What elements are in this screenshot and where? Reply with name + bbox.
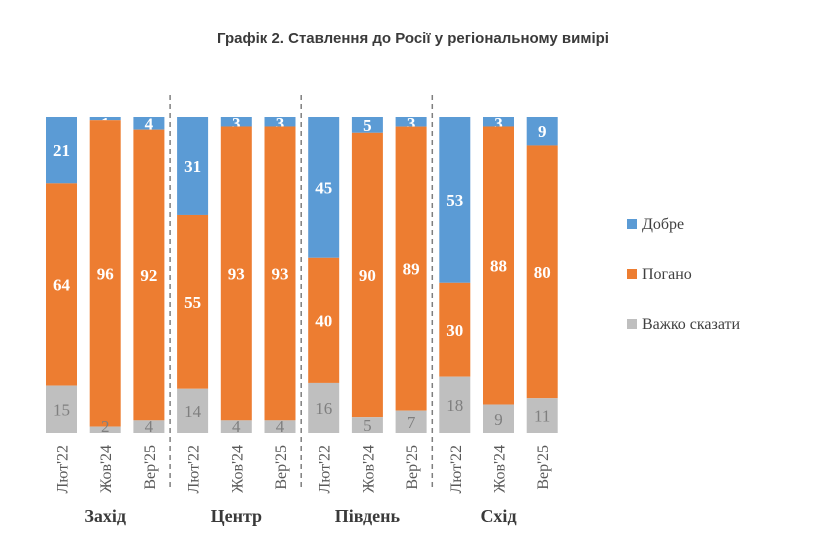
group-label: Захід: [84, 506, 126, 526]
data-label: 16: [315, 399, 332, 418]
x-tick-label: Вер'25: [142, 445, 159, 490]
x-tick-label: Вер'25: [273, 445, 290, 490]
bar-segment: [439, 282, 471, 377]
bar-segment: [439, 376, 471, 433]
bar-segment: [395, 117, 427, 127]
data-label: 30: [446, 321, 463, 340]
x-tick-label: Вер'25: [404, 445, 421, 490]
data-label: 18: [446, 396, 463, 415]
bar-segment: [395, 126, 427, 411]
bar-segment: [177, 388, 209, 433]
legend-label: Добре: [642, 216, 684, 233]
data-label: 2: [101, 417, 110, 436]
data-label: 4: [276, 417, 285, 436]
data-label: 15: [53, 400, 70, 419]
chart-title: Графік 2. Ставлення до Росії у регіональ…: [217, 30, 609, 47]
group-label: Центр: [211, 506, 262, 526]
group-label: Південь: [335, 506, 401, 526]
bar-segment: [308, 117, 340, 258]
bar-segment: [220, 117, 252, 127]
bar-segment: [483, 404, 514, 433]
x-tick-label: Лют'22: [55, 445, 72, 493]
bar-segment: [483, 117, 514, 127]
legend-swatch: [627, 219, 637, 229]
bar-segment: [89, 117, 121, 121]
bar-segment: [439, 117, 471, 283]
legend-swatch: [627, 269, 637, 279]
bar-segment: [133, 117, 165, 130]
bar-segment: [177, 214, 209, 389]
data-label: 92: [140, 266, 157, 285]
data-label: 9: [494, 410, 503, 429]
data-label: 7: [407, 413, 416, 432]
bar-segment: [308, 382, 340, 433]
bar-segment: [526, 117, 558, 146]
bar-segment: [89, 120, 121, 427]
x-tick-label: Жов'24: [360, 445, 377, 493]
legend-swatch: [627, 319, 637, 329]
data-label: 40: [315, 311, 332, 330]
data-label: 53: [446, 191, 463, 210]
bar-segment: [308, 257, 340, 383]
data-label: 55: [184, 293, 201, 312]
bar-segment: [133, 129, 165, 421]
bar-segment: [264, 117, 296, 127]
bar-segment: [351, 132, 383, 418]
data-label: 4: [145, 114, 154, 133]
bar-segment: [483, 126, 514, 405]
x-tick-label: Вер'25: [535, 445, 552, 490]
bar-segment: [46, 385, 77, 433]
data-label: 4: [232, 417, 241, 436]
bar-segment: [526, 398, 558, 433]
data-label: 3: [407, 114, 416, 133]
x-tick-label: Лют'22: [448, 445, 465, 493]
legend-label: Важко сказати: [642, 316, 741, 333]
data-label: 3: [276, 114, 285, 133]
data-label: 31: [184, 157, 201, 176]
group-label: Схід: [480, 506, 516, 526]
bar-segment: [46, 183, 77, 386]
bar-segment: [89, 426, 121, 433]
data-label: 96: [97, 264, 114, 283]
data-label: 21: [53, 141, 70, 160]
x-tick-label: Жов'24: [229, 445, 246, 493]
bar-segment: [177, 117, 209, 215]
data-label: 80: [534, 263, 551, 282]
data-label: 3: [494, 114, 503, 133]
data-label: 14: [184, 402, 202, 421]
bar-segment: [526, 145, 558, 399]
bar-segment: [220, 126, 252, 421]
data-label: 64: [53, 275, 71, 294]
data-label: 93: [228, 264, 245, 283]
data-label: 88: [490, 257, 507, 276]
bar-segment: [264, 126, 296, 421]
bar-segment: [351, 417, 383, 433]
legend-label: Погано: [642, 266, 692, 283]
data-label: 9: [538, 122, 547, 141]
x-tick-label: Лют'22: [186, 445, 203, 493]
data-label: 5: [363, 416, 372, 435]
data-label: 89: [403, 260, 420, 279]
data-label: 90: [359, 266, 376, 285]
data-label: 45: [315, 178, 332, 197]
data-label: 5: [363, 116, 372, 135]
x-tick-label: Жов'24: [492, 445, 509, 493]
x-tick-label: Лют'22: [317, 445, 334, 493]
data-label: 93: [272, 264, 289, 283]
bar-segment: [46, 117, 77, 184]
bar-segment: [351, 117, 383, 133]
bar-segment: [264, 420, 296, 433]
data-label: 11: [534, 407, 550, 426]
bar-segment: [395, 410, 427, 433]
bar-segment: [220, 420, 252, 433]
x-tick-label: Жов'24: [98, 445, 115, 493]
data-label: 3: [232, 114, 241, 133]
bar-segment: [133, 420, 165, 433]
data-label: 4: [145, 417, 154, 436]
